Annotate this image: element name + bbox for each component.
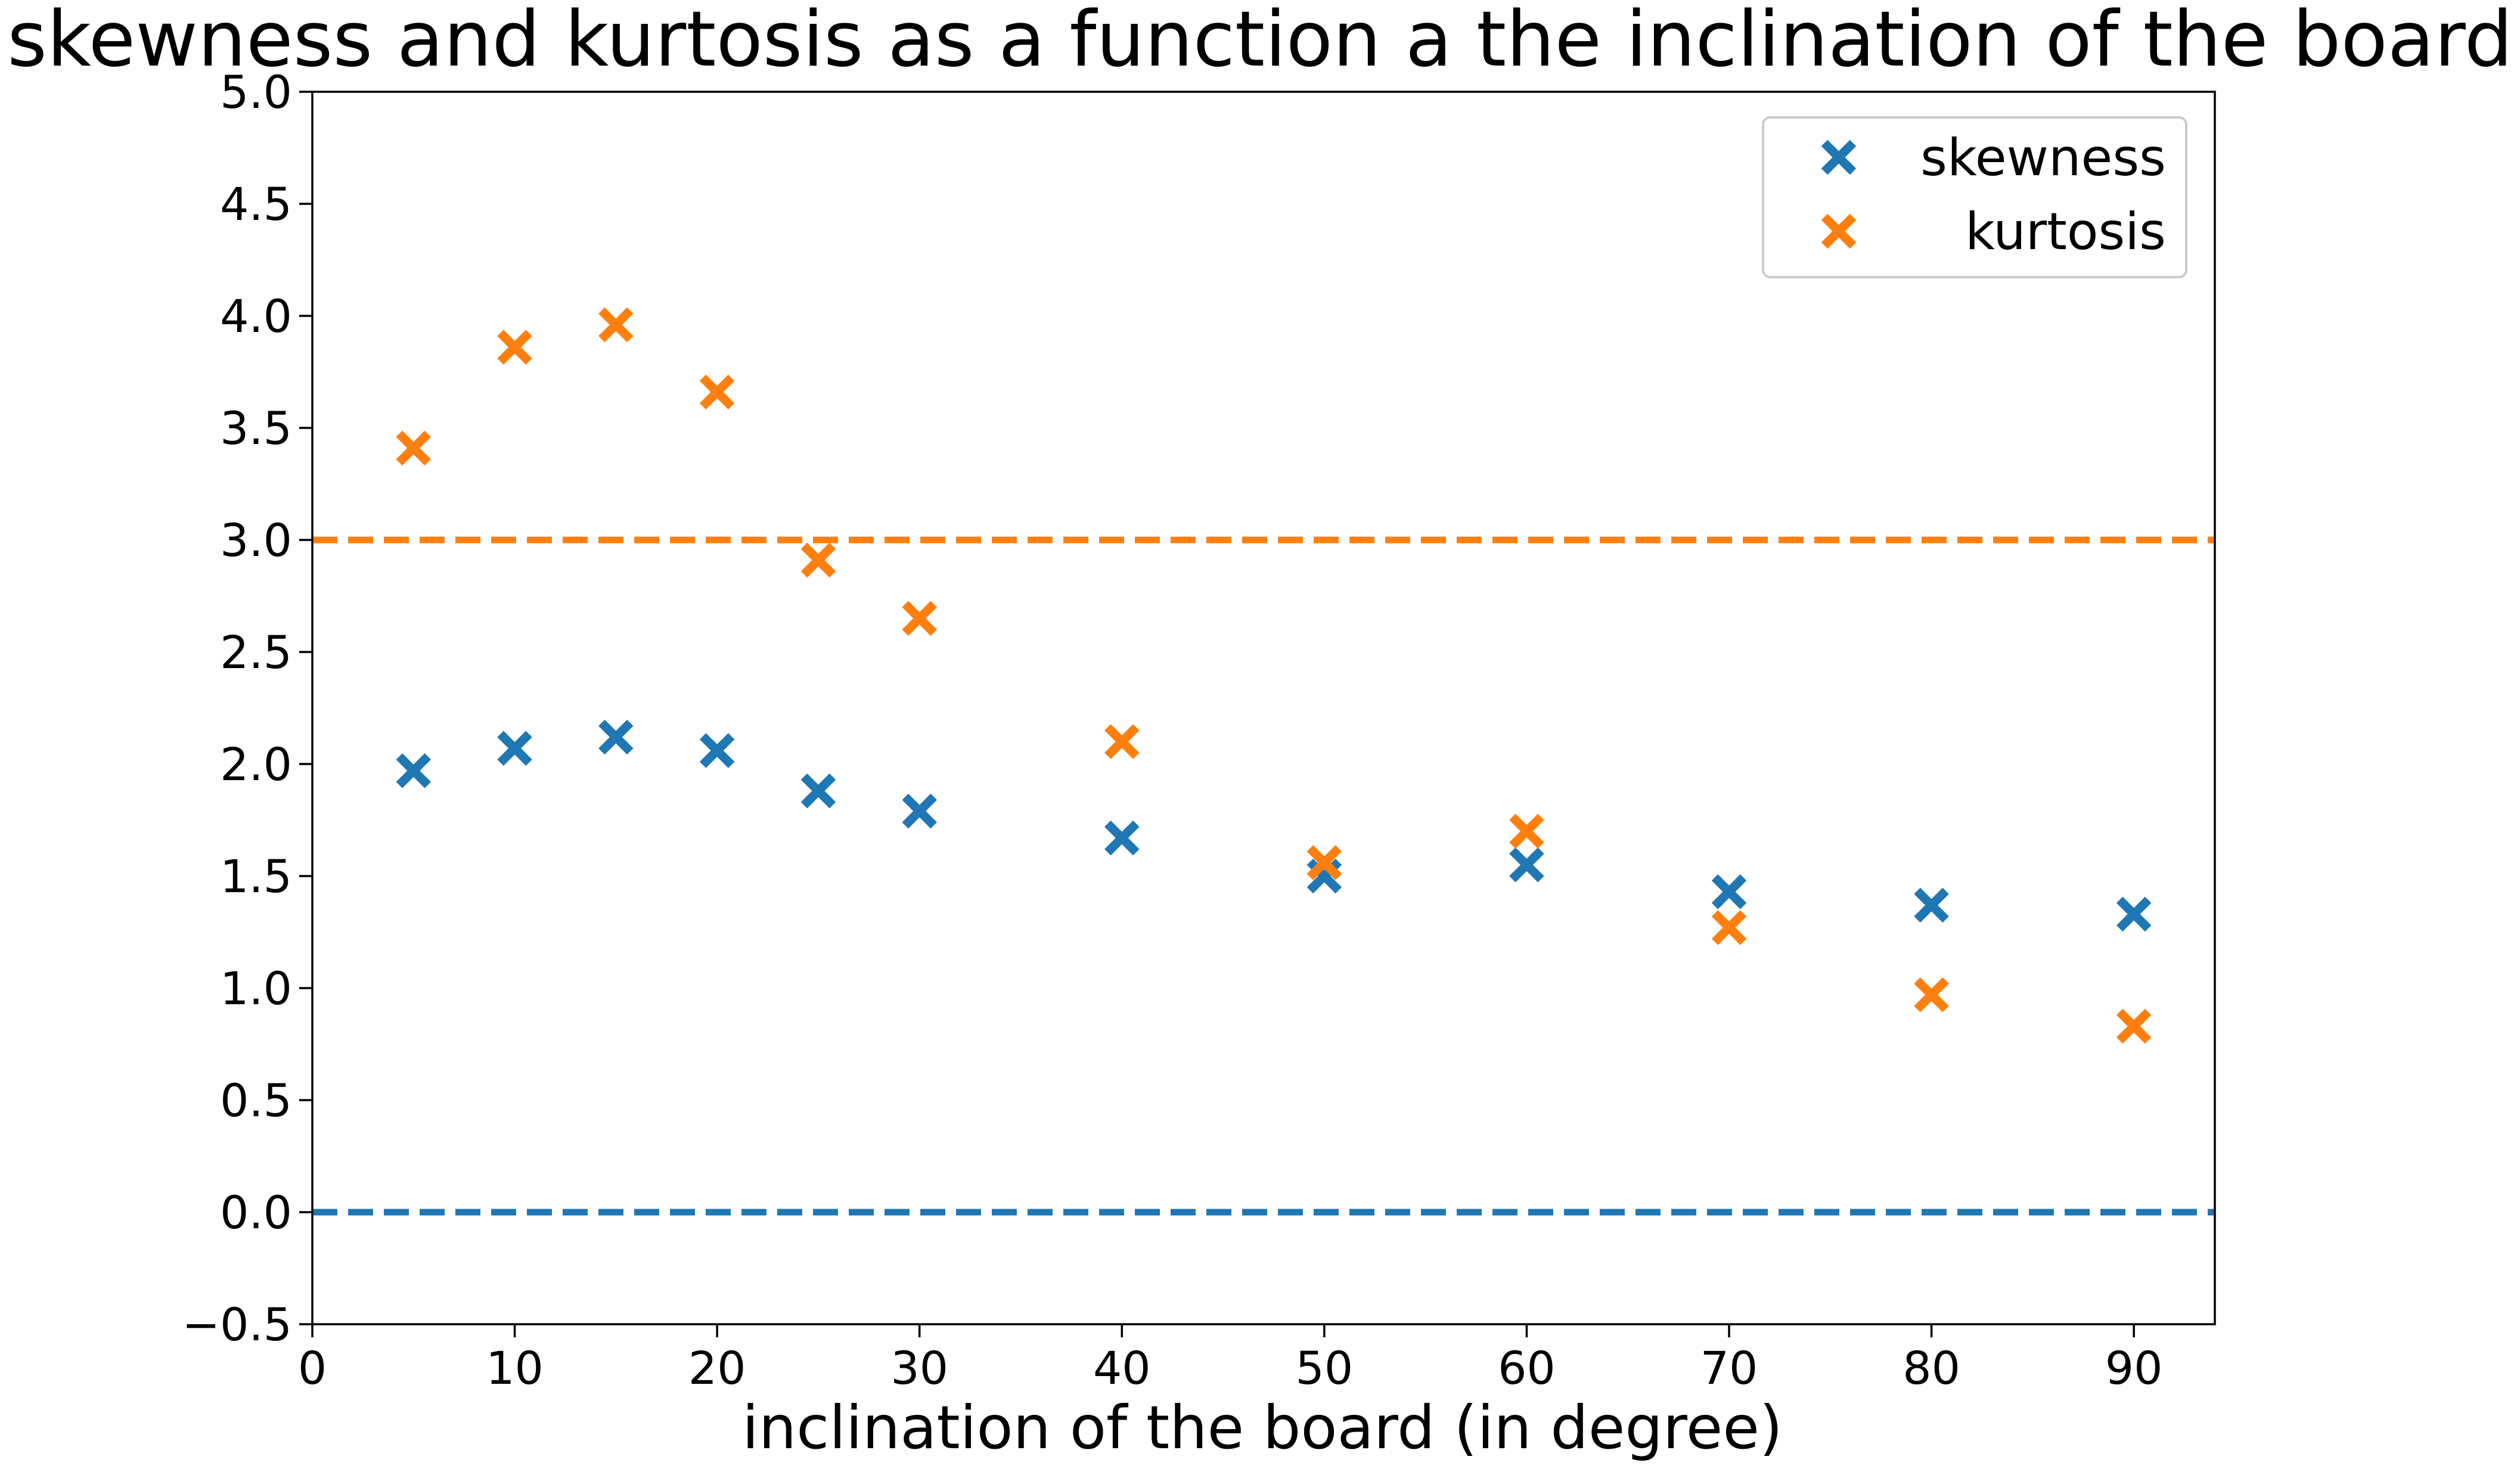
kurtosis-point xyxy=(1306,845,1342,880)
x-tick-label: 0 xyxy=(298,1342,327,1395)
skewness-point xyxy=(598,719,634,755)
x-tick-label: 30 xyxy=(890,1342,948,1395)
y-tick-label: 3.5 xyxy=(220,402,292,455)
legend-frame xyxy=(1762,116,2187,278)
y-tick-label: 0.5 xyxy=(220,1074,292,1127)
kurtosis-point xyxy=(396,430,432,466)
skewness-point xyxy=(2116,896,2152,932)
kurtosis-point xyxy=(2116,1008,2152,1044)
legend-label-skewness: skewness xyxy=(1920,128,2166,188)
y-axis-ticks: −0.5 0.0 0.5 1.0 1.5 2.0 2.5 3.0 3.5 4.0 4.5 5.0 xyxy=(182,66,312,1351)
kurtosis-point xyxy=(598,307,634,343)
plot-frame xyxy=(311,91,2216,1325)
skewness-point xyxy=(497,731,532,766)
x-tick-label: 50 xyxy=(1296,1342,1354,1395)
chart-title: skewness and kurtosis as a function a th… xyxy=(7,0,2513,84)
y-tick-label: 3.0 xyxy=(220,514,292,567)
skewness-point xyxy=(1104,820,1140,856)
skewness-point xyxy=(800,773,836,809)
y-tick-label: 2.0 xyxy=(220,738,292,791)
x-tick-label: 80 xyxy=(1903,1342,1960,1395)
kurtosis-point xyxy=(1104,724,1140,759)
plot-area xyxy=(312,92,2215,1324)
kurtosis-point xyxy=(497,330,532,365)
kurtosis-point xyxy=(699,374,735,410)
kurtosis-point xyxy=(902,601,937,636)
series-layer xyxy=(396,307,2152,1044)
y-tick-label: 1.5 xyxy=(220,850,292,903)
legend: skewness kurtosis xyxy=(1762,116,2187,278)
kurtosis-point xyxy=(1711,910,1747,945)
legend-marker-kurtosis xyxy=(1821,213,1857,249)
y-tick-label: 5.0 xyxy=(220,66,292,119)
y-tick-label: −0.5 xyxy=(182,1298,292,1351)
skewness-point xyxy=(699,733,735,768)
skewness-point xyxy=(1914,887,1949,923)
x-axis-label: inclination of the board (in degree) xyxy=(742,1393,1783,1462)
x-axis-ticks: 0 10 20 30 40 50 60 70 80 90 xyxy=(298,1324,2163,1395)
series-kurtosis xyxy=(396,307,2152,1044)
kurtosis-point xyxy=(1509,813,1544,849)
skewness-point xyxy=(396,753,432,788)
y-tick-label: 4.0 xyxy=(220,290,292,343)
x-tick-label: 10 xyxy=(486,1342,544,1395)
kurtosis-point xyxy=(1914,977,1949,1013)
x-tick-label: 90 xyxy=(2105,1342,2163,1395)
skewness-point xyxy=(902,793,937,829)
skewness-point xyxy=(1509,847,1544,883)
x-tick-label: 70 xyxy=(1700,1342,1758,1395)
legend-label-kurtosis: kurtosis xyxy=(1965,202,2166,262)
x-tick-label: 20 xyxy=(688,1342,746,1395)
reference-lines xyxy=(312,536,2215,1216)
kurtosis-point xyxy=(800,542,836,578)
y-tick-label: 1.0 xyxy=(220,962,292,1015)
series-skewness xyxy=(396,719,2152,932)
skewness-point xyxy=(1711,874,1747,909)
x-tick-label: 40 xyxy=(1093,1342,1151,1395)
x-tick-label: 60 xyxy=(1498,1342,1556,1395)
legend-marker-skewness xyxy=(1821,139,1857,175)
y-tick-label: 4.5 xyxy=(220,178,292,231)
y-tick-label: 2.5 xyxy=(220,626,292,679)
y-tick-label: 0.0 xyxy=(220,1186,292,1239)
